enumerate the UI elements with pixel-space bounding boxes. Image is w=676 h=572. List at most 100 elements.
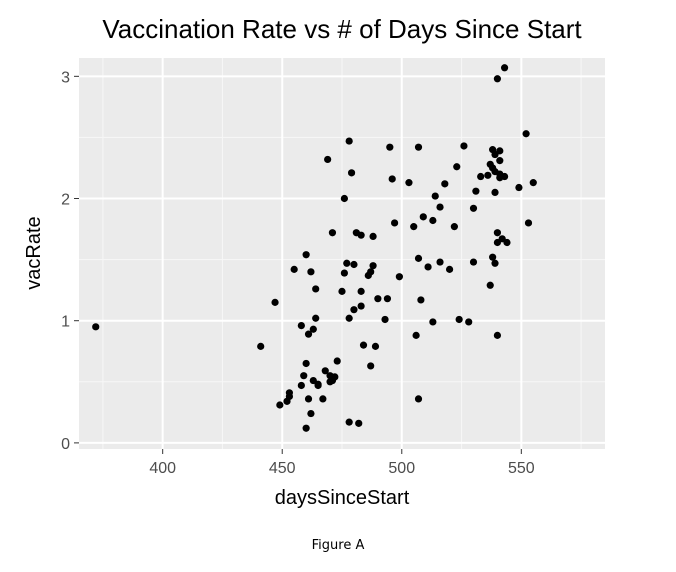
data-point [367,362,375,370]
data-point [345,137,353,145]
data-point [472,187,480,195]
data-point [493,229,502,237]
data-point [491,259,499,267]
x-tick-label: 500 [388,460,415,477]
data-point [450,223,458,231]
data-point [92,323,100,331]
data-point [460,142,468,150]
data-point [345,418,353,426]
data-point [500,64,509,72]
data-points [92,64,537,432]
data-point [276,401,284,409]
axis-ticks [74,75,522,454]
data-point [429,318,437,326]
data-point [257,342,265,350]
data-point [477,172,485,181]
data-point [424,263,432,271]
data-point [324,155,332,164]
data-point [302,424,310,432]
data-point [381,315,389,324]
data-point [314,380,322,388]
data-point [307,268,315,276]
y-tick-label: 2 [61,192,70,209]
data-point [419,213,427,221]
data-point [312,285,320,293]
data-point [417,296,425,304]
x-axis-label: daysSinceStart [275,487,410,509]
data-point [414,254,423,262]
data-point [412,331,420,339]
data-point [414,395,423,403]
data-point [455,315,463,324]
data-point [489,253,497,261]
data-point [524,219,533,227]
data-point [388,175,396,183]
scatter-chart: Vaccination Rate vs # of Days Since Star… [23,14,605,509]
data-point [359,341,368,349]
data-point [350,260,358,269]
data-point [529,179,537,187]
data-point [383,295,392,303]
data-point [369,232,377,240]
data-point [357,287,365,295]
x-tick-label: 450 [269,460,296,477]
x-tick-label: 400 [149,460,176,477]
data-point [429,216,437,225]
chart-title: Vaccination Rate vs # of Days Since Star… [102,14,582,44]
data-point [328,229,337,237]
data-point [414,143,423,151]
data-point [271,298,279,306]
data-point [436,203,444,211]
data-point [493,75,502,83]
data-point [343,259,351,267]
data-point [374,295,382,303]
figure-caption: Figure A [311,538,365,553]
data-point [347,169,356,177]
data-point [367,268,375,276]
data-point [357,302,365,310]
data-point [431,192,439,200]
data-point [338,287,346,295]
y-tick-label: 0 [61,436,70,453]
data-point [453,163,461,171]
data-point [491,188,499,197]
data-point [355,419,363,427]
data-point [386,143,394,151]
data-point [307,409,315,418]
data-point [522,130,530,138]
data-point [469,258,478,266]
data-point [331,373,339,381]
data-point [500,172,509,181]
data-point [445,265,454,273]
data-point [304,330,313,338]
data-point [345,314,353,322]
data-point [369,262,377,270]
data-point [436,258,444,266]
data-point [465,318,473,326]
data-point [405,179,413,187]
data-point [496,157,504,165]
data-point [321,367,329,375]
data-point [300,372,308,380]
data-point [302,359,310,368]
data-point [304,395,313,403]
data-point [515,183,523,192]
data-point [486,281,494,289]
data-point [484,171,492,179]
data-point [496,147,504,155]
data-point [302,251,310,259]
data-point [312,314,320,322]
data-point [290,265,298,273]
data-point [410,223,418,231]
data-point [285,389,293,397]
y-axis-label: vacRate [23,216,45,289]
data-point [297,321,305,330]
data-point [493,331,502,339]
data-point [309,325,317,333]
minor-gridlines [79,58,605,449]
data-point [395,273,403,281]
data-point [391,219,399,227]
data-point [503,238,511,247]
data-point [441,180,449,188]
data-point [340,194,348,203]
